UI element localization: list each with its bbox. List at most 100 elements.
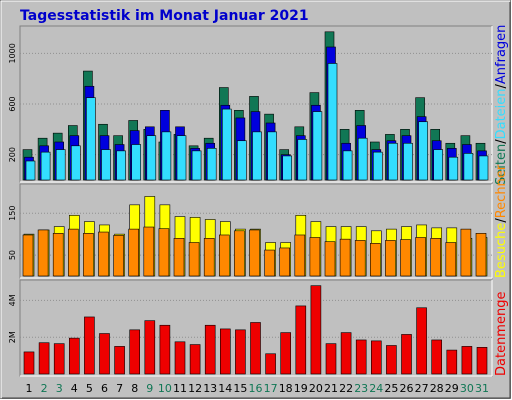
bar-dateien — [478, 155, 489, 181]
legend-besuche: Besuche — [494, 223, 509, 278]
x-tick-label: 4 — [71, 382, 78, 395]
bar-dateien — [327, 63, 338, 181]
x-tick-label: 23 — [354, 382, 368, 395]
x-tick-label: 21 — [324, 382, 338, 395]
x-tick-label: 2 — [41, 382, 48, 395]
legend-seiten: Anfragen — [494, 25, 509, 85]
bar-dateien — [418, 121, 428, 181]
bar-rechner — [294, 234, 306, 277]
legend-hosts-visits: Besuche/Rechner — [494, 164, 509, 278]
bar-datenmenge — [401, 334, 412, 375]
bar-datenmenge — [220, 328, 231, 375]
x-tick-label: 11 — [173, 382, 187, 395]
bar-rechner — [22, 234, 34, 277]
x-tick-label: 16 — [249, 382, 263, 395]
bar-rechner — [68, 228, 79, 277]
x-tick-label: 1 — [26, 382, 33, 395]
x-tick-label: 15 — [233, 382, 247, 395]
legend-separator: / — [494, 139, 509, 144]
bar-dateien — [342, 150, 353, 181]
x-tick-label: 3 — [56, 382, 63, 395]
bar-dateien — [25, 160, 36, 181]
bar-rechner — [309, 237, 321, 277]
bar-dateien — [222, 108, 232, 181]
y-tick-label: 600 — [8, 96, 17, 111]
bar-rechner — [37, 229, 49, 277]
x-tick-label: 6 — [101, 382, 108, 395]
legend-separator: / — [494, 83, 509, 88]
bar-datenmenge — [69, 337, 80, 375]
bar-dateien — [267, 131, 277, 181]
bar-dateien — [131, 144, 141, 181]
x-tick-label: 30 — [460, 382, 474, 395]
bar-datenmenge — [265, 353, 276, 375]
bar-rechner — [385, 240, 396, 277]
x-tick-label: 5 — [86, 382, 93, 395]
bar-rechner — [430, 238, 442, 277]
bar-datenmenge — [144, 320, 156, 375]
bar-rechner — [279, 247, 291, 277]
bar-datenmenge — [476, 347, 488, 375]
bar-datenmenge — [23, 351, 35, 375]
bar-datenmenge — [99, 333, 110, 375]
bar-dateien — [252, 131, 262, 181]
x-tick-label: 9 — [146, 382, 153, 395]
bar-rechner — [445, 242, 457, 277]
bar-datenmenge — [53, 343, 65, 375]
bar-datenmenge — [446, 349, 458, 375]
bar-rechner — [264, 249, 275, 277]
bar-dateien — [86, 97, 96, 181]
bar-dateien — [161, 131, 172, 181]
x-tick-label: 17 — [264, 382, 278, 395]
bar-dateien — [146, 135, 157, 181]
bar-datenmenge — [386, 345, 397, 375]
bar-rechner — [113, 235, 124, 277]
legend-dateien: Dateien — [494, 88, 509, 139]
y-tick-label: 150 — [8, 206, 17, 221]
bar-rechner — [324, 241, 336, 277]
bar-dateien — [206, 148, 217, 181]
bar-datenmenge — [235, 329, 246, 375]
legend-separator: / — [494, 218, 509, 223]
bar-dateien — [403, 142, 413, 181]
bar-datenmenge — [250, 322, 261, 375]
bar-dateien — [388, 142, 398, 181]
bar-dateien — [448, 156, 459, 181]
bar-rechner — [219, 234, 230, 277]
bar-dateien — [191, 150, 202, 181]
x-tick-label: 8 — [131, 382, 138, 395]
x-tick-label: 25 — [384, 382, 398, 395]
bar-rechner — [173, 238, 185, 277]
bar-rechner — [415, 237, 426, 277]
bar-dateien — [357, 137, 368, 181]
y-tick-labels: 200 600 1000 50 150 2M 4M — [8, 43, 17, 343]
bar-rechner — [52, 233, 64, 277]
bar-datenmenge — [159, 324, 171, 375]
x-tick-label: 12 — [188, 382, 202, 395]
bar-dateien — [55, 149, 66, 181]
bar-datenmenge — [370, 340, 382, 375]
chart-title: Tagesstatistik im Monat Januar 2021 — [20, 8, 309, 24]
bar-rechner — [460, 228, 472, 277]
bar-dateien — [312, 111, 323, 181]
bar-datenmenge — [295, 305, 307, 375]
bar-datenmenge — [174, 341, 186, 375]
y-tick-label: 200 — [8, 147, 17, 162]
y-tick-label: 2M — [8, 331, 17, 343]
bar-dateien — [372, 151, 383, 181]
bar-dateien — [40, 151, 51, 181]
legend-anfragen: Seiten — [494, 144, 509, 185]
bar-rechner — [339, 238, 351, 277]
bar-dateien — [282, 155, 293, 181]
x-tick-label: 24 — [369, 382, 383, 395]
bar-rechner — [203, 238, 215, 277]
x-tick-label: 29 — [445, 382, 459, 395]
bar-dateien — [237, 140, 247, 181]
bar-rechner — [188, 242, 200, 277]
bar-dateien — [116, 150, 126, 181]
bar-rechner — [234, 230, 245, 277]
bar-dateien — [297, 139, 308, 181]
x-tick-label: 20 — [309, 382, 323, 395]
x-tick-label: 19 — [294, 382, 308, 395]
x-tick-label: 18 — [279, 382, 293, 395]
